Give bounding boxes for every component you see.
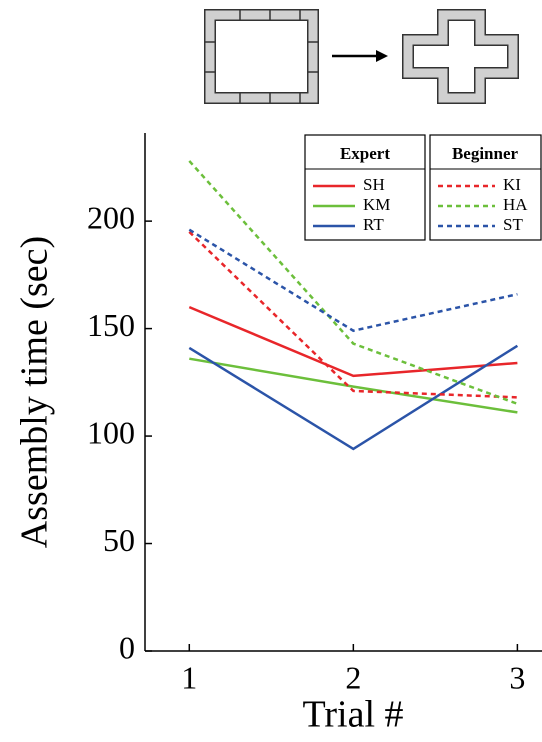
- legend-label: KM: [363, 195, 390, 214]
- y-tick-label: 0: [119, 629, 135, 665]
- legend-group-title: Expert: [340, 144, 390, 163]
- line-series: [188, 305, 518, 378]
- line-series: [188, 228, 518, 333]
- line-series: [189, 357, 518, 414]
- legend-label: RT: [363, 215, 384, 234]
- line-series: [188, 344, 519, 451]
- line-series: [188, 160, 518, 405]
- x-tick-label: 3: [509, 659, 525, 695]
- legend-label: ST: [503, 215, 523, 234]
- y-axis-title: Assembly time (sec): [14, 236, 56, 548]
- x-axis-title: Trial #: [302, 694, 403, 736]
- y-tick-label: 50: [103, 522, 135, 558]
- legend-label: SH: [363, 175, 385, 194]
- assembly-diagram: [204, 9, 519, 104]
- x-tick-label: 1: [181, 659, 197, 695]
- line-series: [188, 230, 518, 399]
- y-tick-label: 200: [87, 199, 135, 235]
- legend-group-title: Beginner: [452, 144, 519, 163]
- y-tick-label: 150: [87, 307, 135, 343]
- legend-label: HA: [503, 195, 528, 214]
- y-tick-label: 100: [87, 414, 135, 450]
- x-tick-label: 2: [345, 659, 361, 695]
- legend-label: KI: [503, 175, 521, 194]
